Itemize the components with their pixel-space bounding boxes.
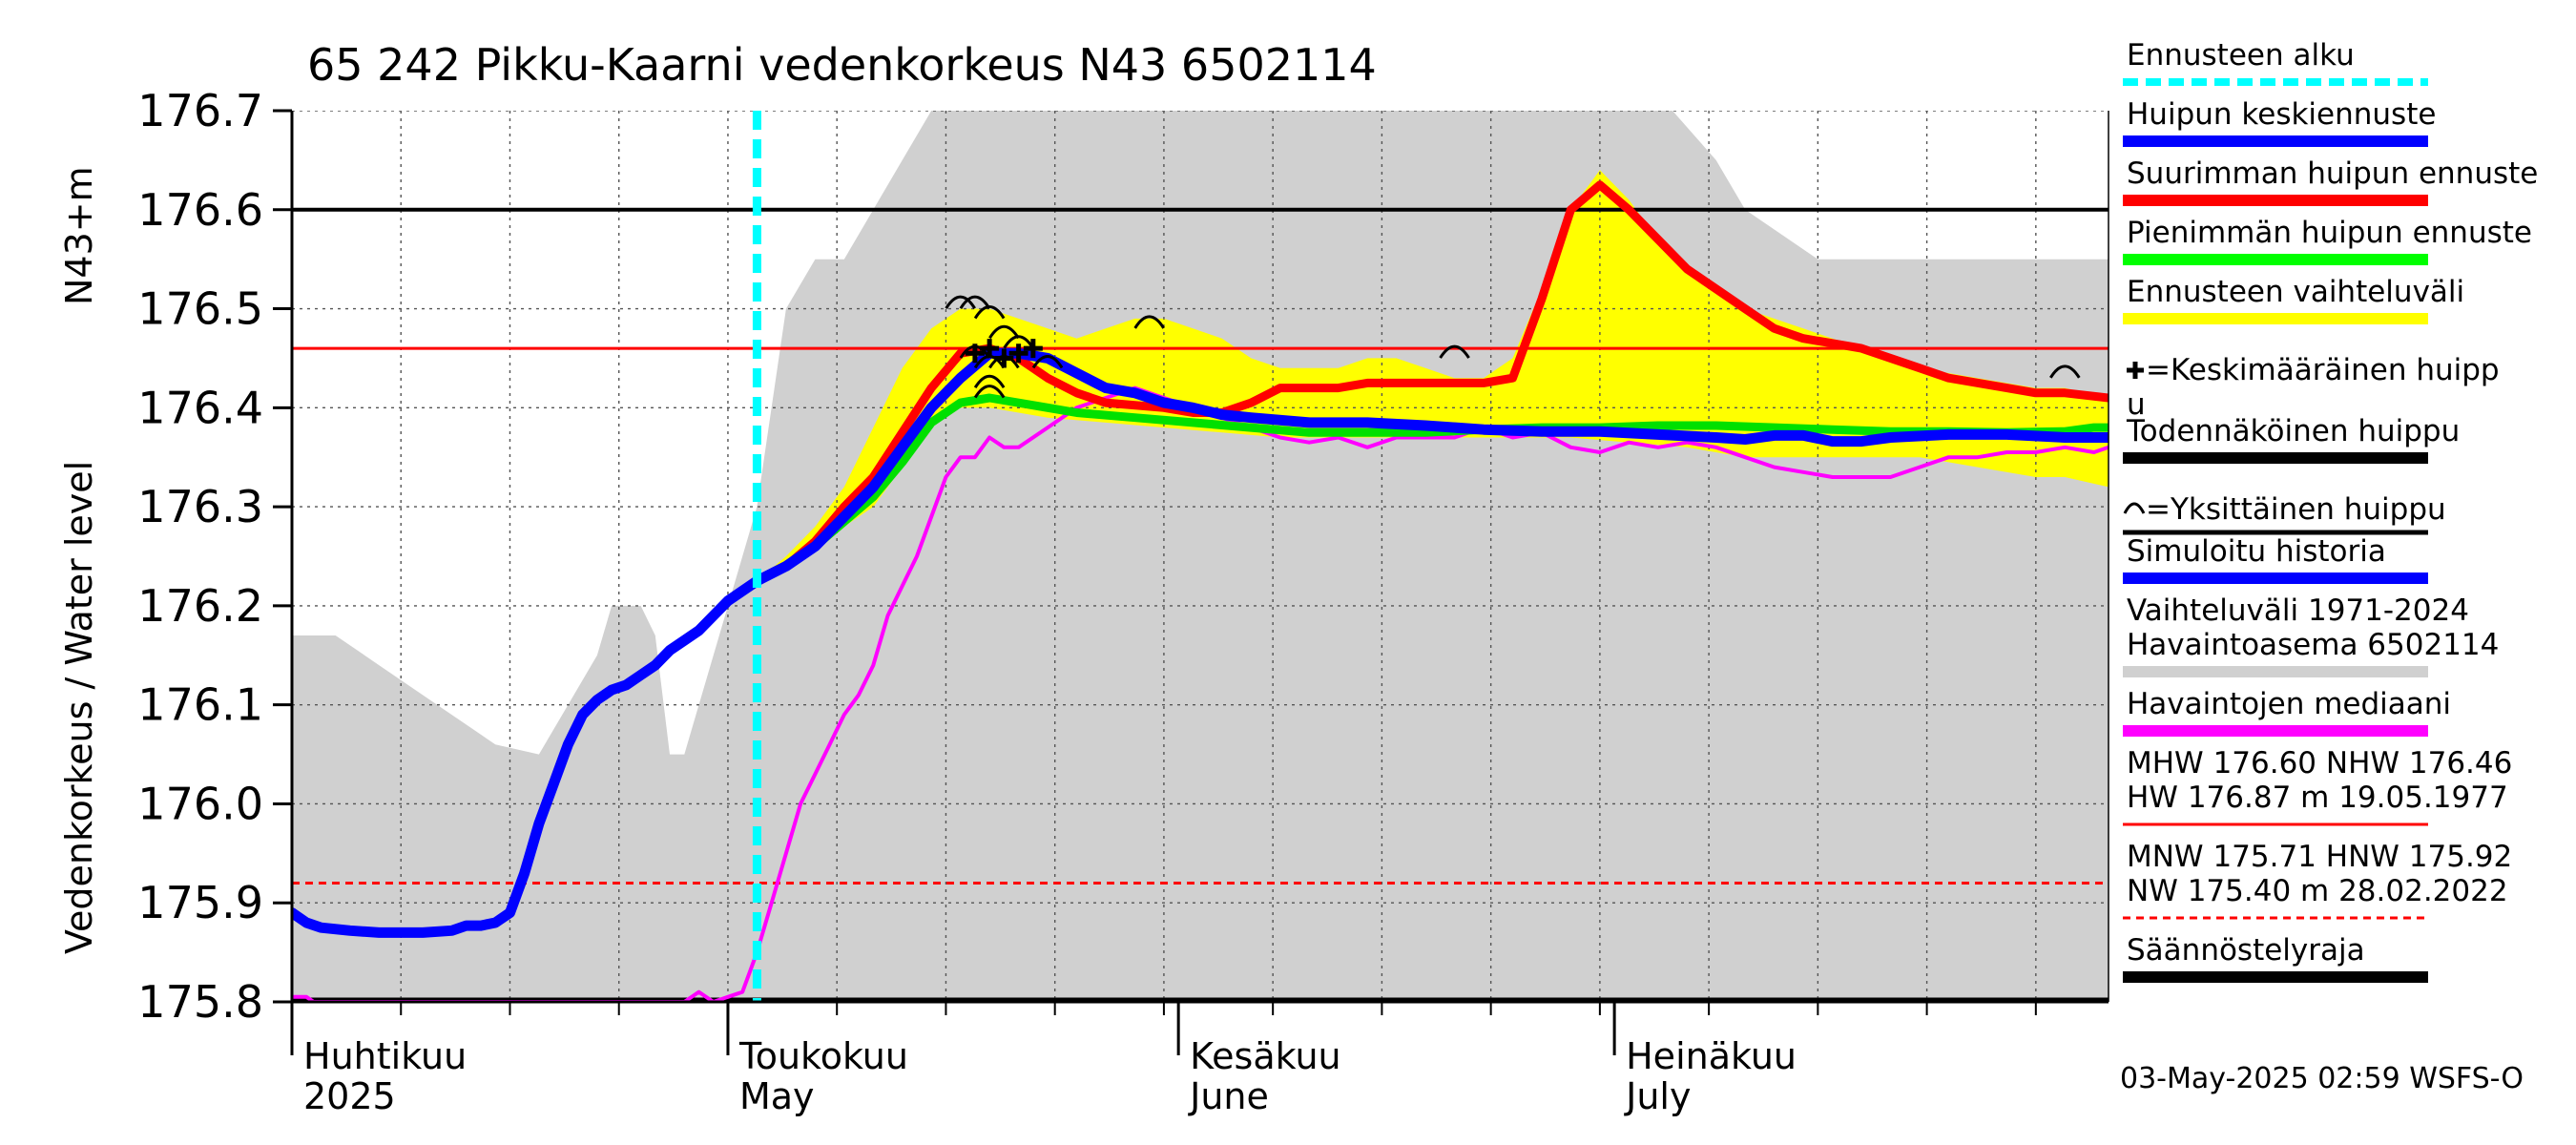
plot-clipped-group [292, 111, 2109, 1002]
month-label-en: 2025 [303, 1075, 396, 1117]
month-label-en: June [1188, 1075, 1269, 1117]
individual-peak-marker [973, 385, 1006, 399]
legend-item-8-label: Simuloitu historia [2127, 534, 2386, 569]
band-0 [292, 111, 2109, 1002]
individual-peak-marker [973, 305, 1006, 320]
average-peak-marker [1023, 339, 1043, 359]
legend-item-12-label: MNW 175.71 HNW 175.92 [2127, 840, 2512, 874]
average-peak-marker [1008, 344, 1028, 364]
y-axis-label: Vedenkorkeus / Water level [58, 461, 100, 954]
individual-peak-marker [1031, 354, 1064, 369]
y-tick-label: 176.7 [137, 85, 263, 136]
legend-item-4-label: Ennusteen vaihteluväli [2127, 275, 2464, 309]
legend-item-5-icon [2127, 362, 2144, 379]
y-tick-label: 175.8 [137, 976, 263, 1028]
plot-area: 175.8 175.9 176.0 176.1 176.2 176.3 176.4 176.5… [137, 85, 2109, 1028]
legend-item-2-label: Suurimman huipun ennuste [2127, 156, 2538, 191]
individual-peak-marker [959, 295, 991, 310]
legend-item-5-label-2: u [2127, 387, 2146, 422]
legend-item-5-label: =Keskimääräinen huipp [2146, 353, 2500, 387]
month-label-fi: Huhtikuu [303, 1035, 467, 1077]
chart-title: 65 242 Pikku-Kaarni vedenkorkeus N43 650… [307, 39, 1377, 91]
legend-item-9-label: Vaihteluväli 1971-2024 [2127, 593, 2469, 628]
series-line-1 [751, 347, 2109, 587]
legend-item-9-label-2: Havaintoasema 6502114 [2127, 628, 2499, 662]
average-peak-marker [994, 348, 1014, 368]
legend-item-11-label-2: HW 176.87 m 19.05.1977 [2127, 781, 2508, 815]
average-peak-marker [980, 339, 1000, 359]
individual-peak-marker [988, 324, 1020, 340]
y-tick-label: 176.6 [137, 184, 263, 236]
y-tick-label: 176.3 [137, 481, 263, 532]
month-label-fi: Kesäkuu [1190, 1035, 1341, 1077]
timestamp-footer: 03-May-2025 02:59 WSFS-O [2120, 1062, 2524, 1095]
month-label-en: July [1624, 1075, 1691, 1117]
individual-peak-marker [2049, 364, 2081, 379]
legend-item-7-icon [2123, 502, 2146, 514]
individual-peak-marker [1439, 344, 1470, 359]
y-tick-label: 176.1 [137, 679, 263, 731]
legend-item-7-label: =Yksittäinen huippu [2146, 492, 2446, 527]
y-axis-unit-label: N43+m [58, 166, 100, 305]
series-line-2 [752, 180, 2109, 586]
legend-item-3-label: Pienimmän huipun ennuste [2127, 216, 2532, 250]
legend-item-11-label: MHW 176.60 NHW 176.46 [2127, 746, 2512, 781]
band-1 [757, 170, 2109, 581]
y-tick-label: 176.2 [137, 580, 263, 632]
legend-item-6-label: Todennäköinen huippu [2126, 414, 2460, 448]
series-line-3 [752, 393, 2109, 586]
y-tick-label: 176.4 [137, 382, 263, 433]
legend-item-12-label-2: NW 175.40 m 28.02.2022 [2127, 874, 2508, 908]
legend-item-1-label: Huipun keskiennuste [2127, 97, 2436, 132]
individual-peak-marker [973, 374, 1006, 389]
series-line-0 [292, 575, 762, 938]
month-label-fi: Toukokuu [738, 1035, 908, 1077]
month-label-fi: Heinäkuu [1626, 1035, 1797, 1077]
y-tick-label: 176.5 [137, 283, 263, 335]
month-label-en: May [739, 1075, 815, 1117]
y-tick-label: 176.0 [137, 778, 263, 829]
individual-peak-marker [945, 295, 976, 310]
y-tick-label: 175.9 [137, 877, 263, 928]
average-peak-marker [965, 344, 985, 364]
legend: Ennusteen alku Huipun keskiennuste Suurimm… [2123, 38, 2538, 983]
legend-item-0-label: Ennusteen alku [2127, 38, 2355, 73]
legend-item-10-label: Havaintojen mediaani [2127, 687, 2451, 721]
individual-peak-marker [1003, 335, 1034, 349]
individual-peak-marker [1133, 315, 1165, 329]
legend-item-13-label: Säännöstelyraja [2127, 933, 2365, 968]
